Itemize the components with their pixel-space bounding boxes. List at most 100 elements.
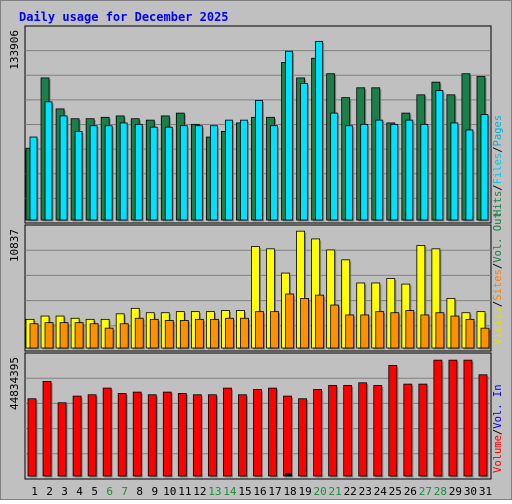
sites-bar <box>255 311 264 349</box>
files-bar <box>104 125 113 221</box>
files-bar <box>285 50 293 221</box>
vol-in-bar <box>285 472 292 477</box>
day-label: 16 <box>253 485 266 498</box>
visits-sites-panel <box>24 224 492 352</box>
files-bar <box>345 125 354 221</box>
sites-bar <box>89 323 99 349</box>
day-label: 17 <box>268 485 281 498</box>
day-label: 27 <box>419 485 432 498</box>
day-label: 12 <box>193 485 206 498</box>
volume-bar <box>283 395 292 477</box>
visits-ymax-label: 10837 <box>8 229 21 262</box>
files-bar <box>209 125 218 221</box>
hits-files-panel <box>24 25 492 224</box>
volume-bar <box>358 382 368 477</box>
volume-bar <box>463 359 473 477</box>
sites-bar <box>465 318 475 349</box>
sites-bar <box>330 304 340 349</box>
legend-entry: / <box>492 146 504 152</box>
sites-bar <box>164 320 174 349</box>
legend-entry: Sites <box>492 269 504 301</box>
volume-bar <box>328 385 338 477</box>
volume-ymax-label: 44834395 <box>8 357 21 410</box>
day-label: 5 <box>91 485 98 498</box>
sites-bar <box>104 327 114 349</box>
hits-ymax-label: 133906 <box>8 30 21 70</box>
volume-bar <box>403 383 413 477</box>
sites-bar <box>209 318 219 349</box>
day-label: 15 <box>238 485 251 498</box>
files-bar <box>315 40 324 221</box>
sites-bar <box>315 294 325 349</box>
volume-bar <box>147 394 157 477</box>
sites-bar <box>285 293 294 349</box>
day-label: 24 <box>374 485 388 498</box>
volume-bar <box>238 394 247 477</box>
files-bar <box>390 123 399 221</box>
sites-bar <box>480 327 490 349</box>
sites-bar <box>300 298 309 349</box>
legend-entry: / <box>492 429 504 435</box>
hits-files-pages-legend: Hits/Files/Pages <box>492 115 504 216</box>
day-label: 20 <box>314 485 327 498</box>
legend-entry: Visits <box>492 307 504 345</box>
day-label: 18 <box>283 485 296 498</box>
volume-bar <box>72 395 82 477</box>
day-label: 6 <box>106 485 113 498</box>
volume-bar <box>42 381 52 477</box>
files-bar <box>435 90 444 221</box>
volume-bar <box>102 387 112 477</box>
day-label: 13 <box>208 485 221 498</box>
day-label: 28 <box>434 485 447 498</box>
files-bar <box>164 126 173 221</box>
legend-entry: / <box>492 263 504 269</box>
legend-entry: Hits <box>492 191 504 216</box>
volume-bar <box>57 402 67 477</box>
legend-entry: Vol. In <box>492 384 504 428</box>
files-bar <box>420 123 429 221</box>
volume-bar <box>343 385 353 477</box>
volume-bar <box>253 389 262 477</box>
files-bar <box>450 122 459 221</box>
volume-legend: Volume/Vol. In <box>492 384 504 473</box>
volume-bar <box>223 387 232 477</box>
sites-bar <box>270 311 279 349</box>
volume-bar <box>27 398 37 477</box>
sites-bar <box>29 323 39 349</box>
files-bar <box>330 112 339 221</box>
sites-bar <box>420 314 430 349</box>
sites-bar <box>194 318 204 349</box>
volume-bar <box>117 393 127 477</box>
sites-bar <box>405 310 415 349</box>
sites-bar <box>149 318 159 349</box>
sites-bar <box>179 320 189 349</box>
files-bar <box>465 129 474 221</box>
files-bar <box>480 114 489 221</box>
files-bar <box>119 122 128 221</box>
legend-entry: / <box>492 184 504 190</box>
day-label: 8 <box>136 485 143 498</box>
files-bar <box>89 125 98 221</box>
day-label: 22 <box>344 485 357 498</box>
legend-entry: Files <box>492 153 504 185</box>
day-label: 3 <box>61 485 68 498</box>
day-label: 2 <box>46 485 53 498</box>
sites-bar <box>134 317 144 349</box>
volume-bar <box>298 398 307 477</box>
legend-entry: / <box>492 301 504 307</box>
sites-bar <box>44 322 54 349</box>
day-label: 9 <box>151 485 158 498</box>
files-bar <box>240 119 248 221</box>
legend-entry: Volume <box>492 435 504 473</box>
day-label: 11 <box>178 485 191 498</box>
sites-bar <box>435 312 445 349</box>
day-label: 10 <box>163 485 176 498</box>
volume-bar <box>478 374 488 477</box>
day-label: 26 <box>404 485 417 498</box>
day-label: 23 <box>359 485 372 498</box>
x-axis-day-labels: 1 2 3 4 5 6 7 8 9 10 11 12 13 14 15 16 17 18 19 20 21 22 23 24 2… <box>31 485 492 498</box>
sites-bar <box>450 315 460 349</box>
